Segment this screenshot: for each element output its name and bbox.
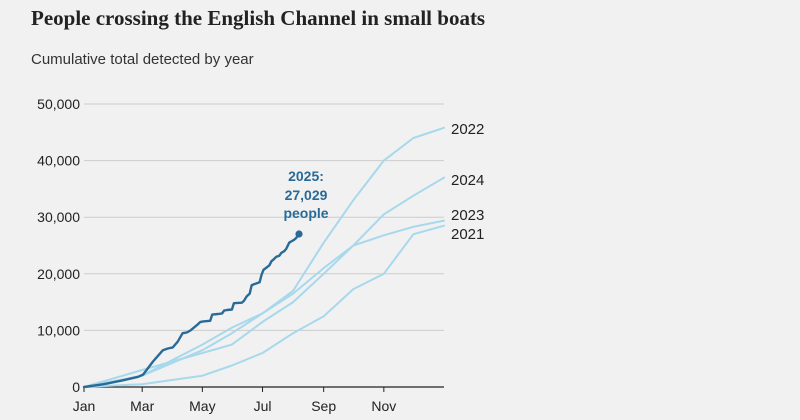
y-tick-label: 40,000	[37, 153, 80, 169]
x-tick-label: May	[189, 398, 215, 414]
series-line-2021	[83, 224, 445, 388]
x-axis-ticks: Jan Mar May Jul Sep Nov	[73, 386, 444, 414]
chart-subtitle: Cumulative total detected by year	[31, 51, 254, 68]
x-tick-label: Jan	[73, 398, 96, 414]
annotation-layer: 2025: 27,029 people	[283, 168, 328, 221]
chart-title: People crossing the English Channel in s…	[31, 6, 486, 30]
x-tick-label: Jul	[254, 398, 272, 414]
annotation-line: 2025:	[288, 168, 324, 184]
y-tick-label: 20,000	[37, 266, 80, 282]
y-tick-label: 0	[72, 379, 80, 395]
x-tick-label: Sep	[311, 398, 336, 414]
series-layer	[82, 126, 445, 389]
series-endpoint-2025	[295, 230, 303, 238]
series-line-2025	[82, 232, 301, 389]
series-label-2021: 2021	[451, 226, 484, 243]
y-tick-label: 10,000	[37, 322, 80, 338]
series-labels: 2022 2024 2023 2021	[451, 121, 484, 243]
x-tick-label: Mar	[130, 398, 154, 414]
y-axis-ticks: 0 10,000 20,000 30,000 40,000 50,000	[37, 96, 80, 395]
series-line-2023	[83, 219, 445, 388]
x-tick-label: Nov	[371, 398, 396, 414]
series-line-2022	[83, 126, 445, 388]
series-line-2024	[83, 176, 445, 388]
annotation-line: people	[283, 205, 328, 221]
grid-layer	[84, 103, 444, 331]
y-tick-label: 50,000	[37, 96, 80, 112]
series-label-2023: 2023	[451, 207, 484, 224]
series-label-2022: 2022	[451, 121, 484, 138]
y-tick-label: 30,000	[37, 209, 80, 225]
annotation-line: 27,029	[285, 187, 328, 203]
series-label-2024: 2024	[451, 172, 484, 189]
